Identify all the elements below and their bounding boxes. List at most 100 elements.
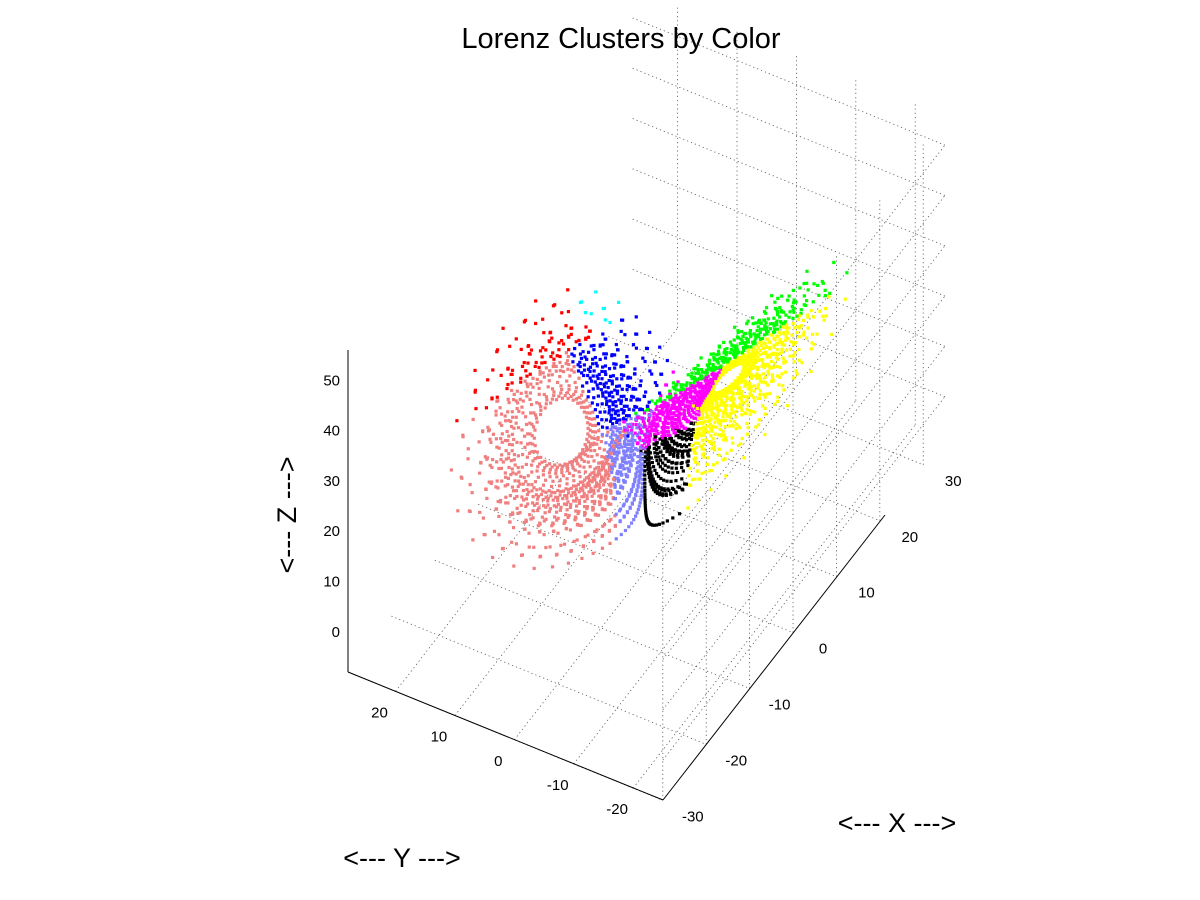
cluster-point bbox=[607, 378, 611, 383]
cluster-point bbox=[764, 337, 768, 341]
cluster-point bbox=[506, 501, 510, 505]
cluster-point bbox=[768, 391, 772, 396]
cluster-point bbox=[782, 322, 786, 326]
cluster-point bbox=[585, 437, 589, 441]
cluster-point bbox=[581, 544, 586, 548]
cluster-point bbox=[640, 482, 645, 486]
cluster-point bbox=[557, 394, 561, 398]
cluster-point bbox=[654, 425, 658, 429]
cluster-point bbox=[539, 380, 543, 384]
cluster-point bbox=[655, 491, 659, 496]
cluster-point bbox=[697, 432, 702, 436]
cluster-point bbox=[510, 485, 515, 489]
cluster-point bbox=[751, 366, 755, 371]
cluster-point bbox=[728, 398, 733, 402]
cluster-point bbox=[646, 434, 650, 439]
cluster-point bbox=[549, 484, 554, 488]
cluster-point bbox=[723, 408, 727, 412]
cluster-point bbox=[646, 452, 650, 456]
cluster-point bbox=[778, 365, 782, 369]
cluster-point bbox=[528, 397, 532, 402]
cluster-point bbox=[539, 405, 543, 409]
cluster-point bbox=[570, 368, 574, 372]
cluster-point bbox=[694, 428, 698, 432]
cluster-point bbox=[735, 392, 740, 396]
cluster-point bbox=[504, 457, 508, 461]
cluster-point bbox=[643, 485, 647, 489]
cluster-point bbox=[572, 370, 576, 374]
cluster-point bbox=[614, 450, 618, 454]
cluster-point bbox=[603, 494, 608, 498]
cluster-point bbox=[604, 390, 608, 394]
cluster-point bbox=[567, 513, 571, 518]
cluster-point bbox=[712, 425, 716, 429]
cluster-point bbox=[593, 423, 598, 427]
cluster-point bbox=[623, 439, 627, 444]
cluster-point bbox=[630, 487, 634, 492]
cluster-point bbox=[663, 419, 668, 423]
cluster-point bbox=[737, 350, 741, 354]
cluster-point bbox=[775, 319, 779, 323]
cluster-point bbox=[704, 429, 709, 433]
cluster-point bbox=[641, 419, 645, 423]
cluster-point bbox=[474, 407, 478, 411]
cluster-point bbox=[644, 508, 648, 513]
cluster-point bbox=[695, 406, 699, 411]
cluster-point bbox=[488, 463, 492, 467]
cluster-point bbox=[743, 384, 747, 388]
cluster-point bbox=[765, 364, 769, 368]
cluster-point bbox=[601, 332, 605, 336]
cluster-point bbox=[524, 497, 528, 501]
cluster-point bbox=[627, 469, 631, 473]
cluster-point bbox=[723, 365, 727, 369]
cluster-point bbox=[532, 566, 536, 571]
cluster-point bbox=[521, 498, 526, 502]
cluster-point bbox=[756, 346, 760, 350]
cluster-point bbox=[728, 419, 733, 423]
cluster-point bbox=[516, 465, 520, 470]
cluster-point bbox=[534, 321, 538, 326]
cluster-point bbox=[689, 428, 693, 432]
cluster-point bbox=[607, 502, 612, 506]
cluster-point bbox=[741, 341, 745, 345]
cluster-point bbox=[581, 488, 585, 493]
cluster-point bbox=[652, 523, 656, 527]
cluster-point bbox=[763, 432, 767, 437]
cluster-point bbox=[648, 330, 652, 334]
cluster-point bbox=[757, 358, 761, 363]
cluster-point bbox=[775, 348, 779, 352]
cluster-point bbox=[764, 311, 768, 315]
cluster-point bbox=[756, 383, 760, 387]
cluster-point bbox=[679, 407, 683, 411]
cluster-point bbox=[623, 454, 627, 458]
cluster-point bbox=[586, 460, 590, 464]
cluster-point bbox=[557, 484, 562, 488]
cluster-point bbox=[625, 428, 630, 432]
cluster-point bbox=[681, 402, 685, 406]
cluster-point bbox=[598, 410, 602, 414]
cluster-point bbox=[776, 296, 780, 300]
cluster-point bbox=[540, 355, 544, 359]
cluster-point bbox=[582, 459, 586, 463]
cluster-point bbox=[597, 494, 601, 498]
cluster-point bbox=[609, 484, 613, 488]
cluster-point bbox=[762, 318, 767, 322]
cluster-point bbox=[655, 413, 659, 417]
cluster-point bbox=[716, 418, 720, 422]
cluster-point bbox=[620, 377, 624, 381]
cluster-point bbox=[598, 472, 602, 476]
cluster-point bbox=[641, 468, 645, 472]
cluster-point bbox=[626, 466, 630, 470]
cluster-point bbox=[739, 396, 743, 400]
cluster-point bbox=[607, 394, 612, 398]
cluster-point bbox=[623, 333, 627, 337]
cluster-point bbox=[619, 401, 623, 406]
cluster-point bbox=[630, 394, 634, 398]
cluster-point bbox=[583, 535, 587, 539]
cluster-point bbox=[828, 291, 832, 295]
cluster-point bbox=[567, 384, 571, 388]
cluster-point bbox=[762, 333, 767, 337]
cluster-point bbox=[652, 421, 656, 425]
cluster-point bbox=[776, 399, 780, 403]
cluster-point bbox=[786, 298, 790, 302]
